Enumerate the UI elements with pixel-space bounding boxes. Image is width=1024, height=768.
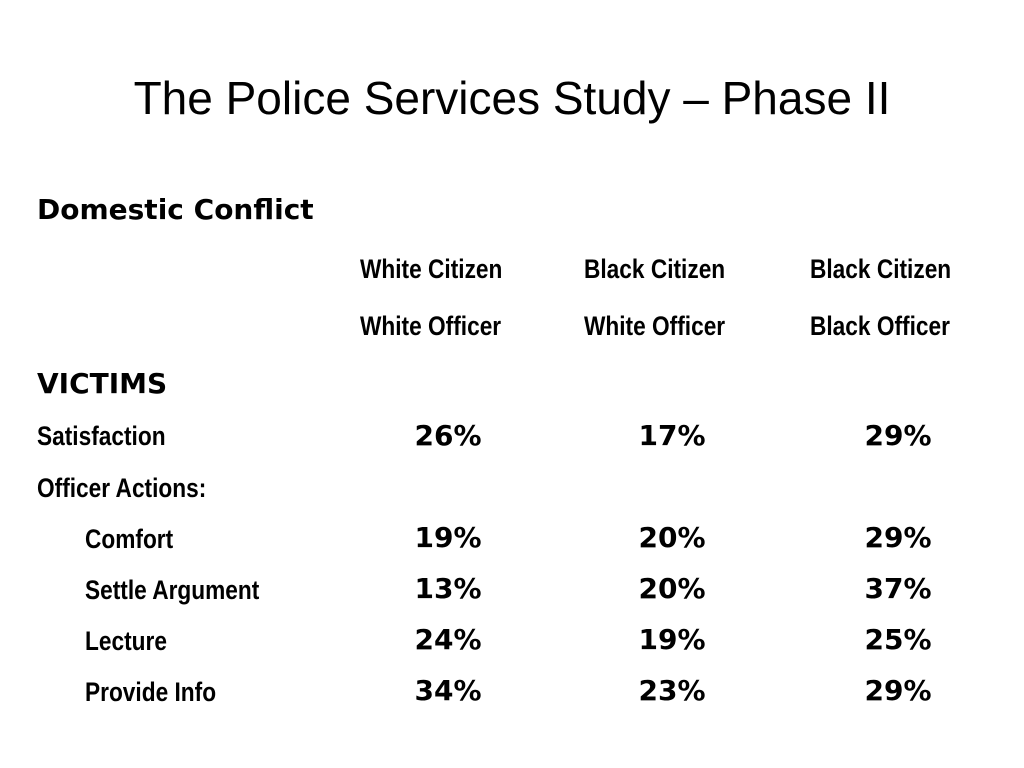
table-cell: 19%: [638, 623, 706, 656]
table-cell: 23%: [638, 674, 706, 707]
row-label-settle-argument: Settle Argument: [85, 575, 260, 605]
column-1-header-line1: White Citizen: [360, 254, 503, 284]
column-3-header-line2: Black Officer: [810, 311, 950, 341]
row-label-comfort: Comfort: [85, 524, 174, 554]
row-label-satisfaction: Satisfaction: [37, 421, 166, 451]
table-cell: 25%: [864, 623, 932, 656]
table-cell: 13%: [414, 572, 482, 605]
row-label-lecture: Lecture: [85, 626, 167, 656]
column-3-header-line1: Black Citizen: [810, 254, 952, 284]
column-2-header-line1: Black Citizen: [584, 254, 726, 284]
row-label-officer-actions: Officer Actions:: [37, 473, 207, 503]
table-cell: 34%: [414, 674, 482, 707]
table-cell: 20%: [638, 521, 706, 554]
table-cell: 19%: [414, 521, 482, 554]
table-cell: 24%: [414, 623, 482, 656]
column-2-header-line2: White Officer: [584, 311, 726, 341]
table-cell: 17%: [638, 419, 706, 452]
table-cell: 29%: [864, 674, 932, 707]
column-1-header-line2: White Officer: [360, 311, 502, 341]
section-heading: Domestic Conflict: [37, 193, 314, 226]
victims-heading: VICTIMS: [37, 367, 168, 400]
table-cell: 29%: [864, 521, 932, 554]
slide-title: The Police Services Study – Phase II: [133, 72, 891, 124]
table-cell: 20%: [638, 572, 706, 605]
table-cell: 29%: [864, 419, 932, 452]
row-label-provide-info: Provide Info: [85, 677, 217, 707]
table-cell: 26%: [414, 419, 482, 452]
table-cell: 37%: [864, 572, 932, 605]
